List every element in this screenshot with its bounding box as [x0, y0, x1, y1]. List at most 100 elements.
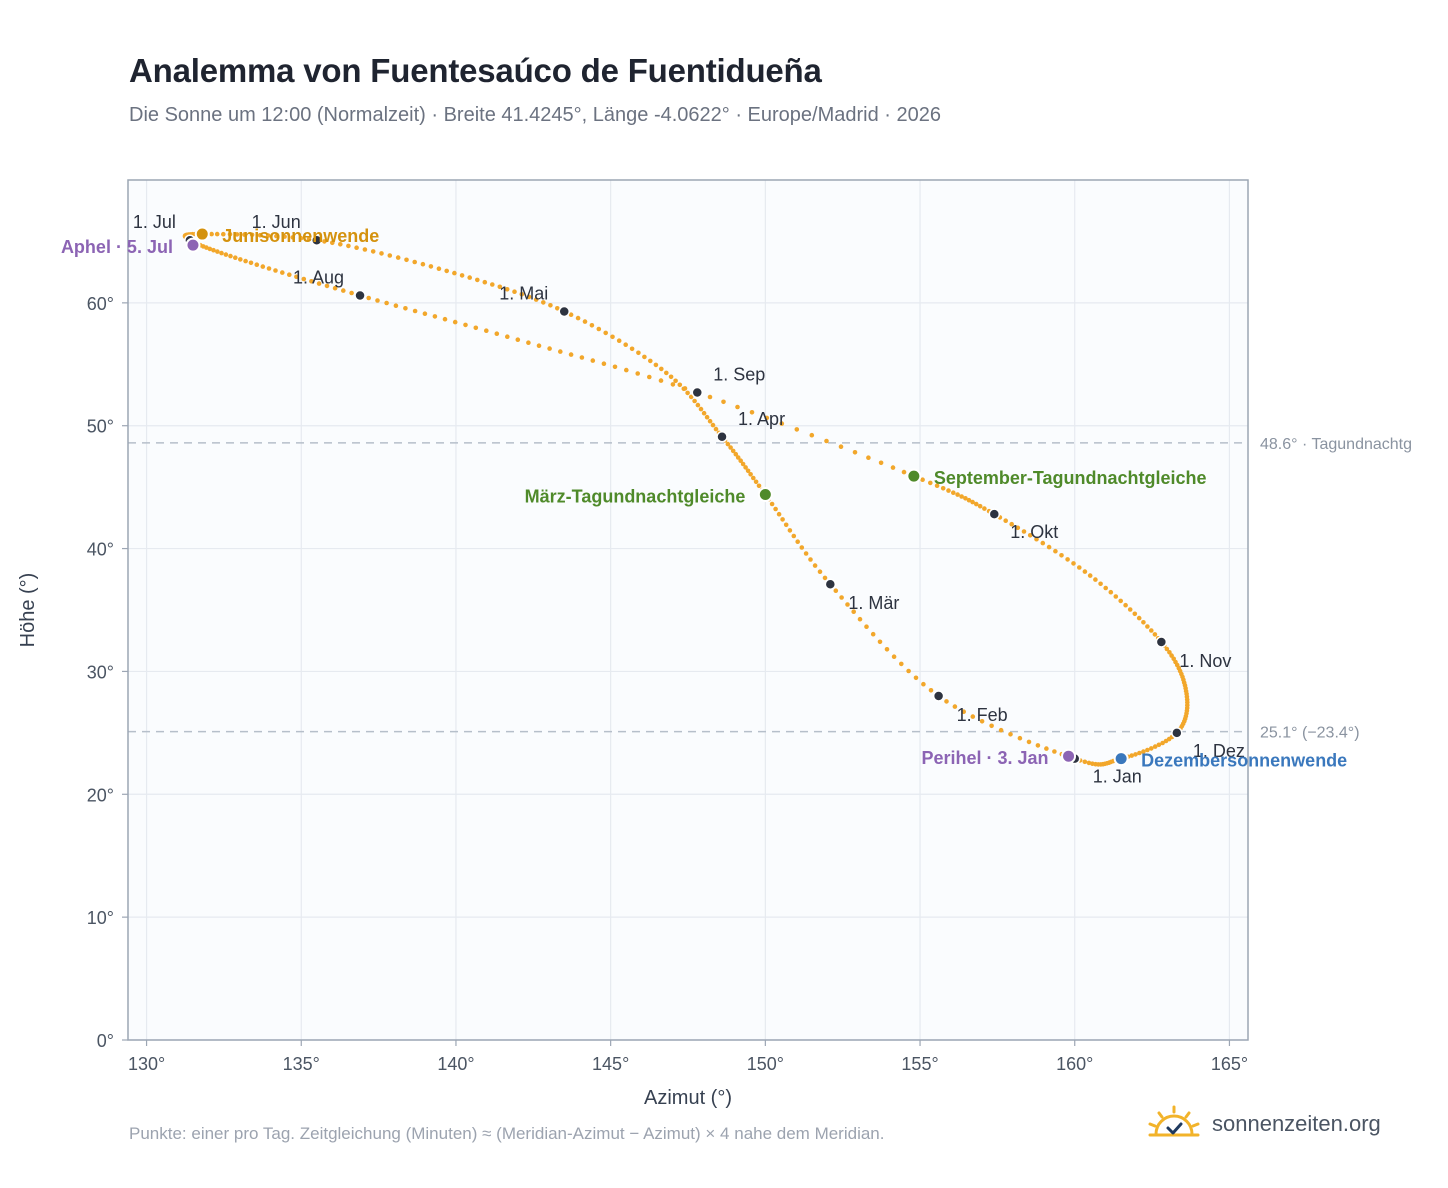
day-point: [648, 358, 653, 364]
day-point: [362, 247, 368, 252]
plot-background: [128, 180, 1248, 1040]
day-point: [475, 277, 480, 283]
event-label: Aphel · 5. Jul: [61, 237, 173, 257]
x-tick-label: 130°: [128, 1054, 165, 1074]
day-point: [884, 647, 890, 652]
day-point: [332, 285, 338, 291]
event-label: Junisonnenwende: [222, 226, 379, 246]
brand-name: sonnenzeiten.org: [1212, 1111, 1381, 1136]
day-point: [1141, 749, 1146, 754]
day-point: [1090, 761, 1095, 766]
day-point: [1098, 581, 1103, 587]
day-point: [1113, 594, 1119, 599]
day-point: [940, 486, 946, 491]
day-point: [568, 352, 574, 357]
day-point: [1141, 620, 1146, 625]
month-marker: [1155, 636, 1168, 648]
day-point: [959, 494, 964, 499]
day-point: [589, 323, 595, 328]
day-point: [920, 477, 925, 483]
day-point: [890, 465, 896, 470]
event-marker: [906, 468, 922, 484]
day-point: [966, 497, 972, 503]
day-point: [384, 300, 389, 306]
day-point: [707, 394, 713, 400]
day-point: [647, 374, 652, 380]
day-point: [590, 358, 596, 363]
day-point: [1152, 632, 1158, 637]
day-point: [393, 303, 399, 309]
day-point: [1026, 739, 1032, 745]
day-point: [207, 246, 213, 252]
day-point: [579, 355, 585, 360]
month-label: 1. Mär: [848, 593, 899, 613]
day-point: [852, 450, 858, 455]
brand[interactable]: sonnenzeiten.org: [1146, 1102, 1381, 1146]
day-point: [616, 338, 622, 344]
day-point: [653, 362, 659, 368]
day-point: [366, 295, 372, 301]
day-point: [504, 287, 510, 292]
day-point: [536, 343, 542, 349]
day-point: [346, 243, 351, 249]
day-point: [1093, 577, 1098, 582]
day-point: [1149, 746, 1154, 751]
month-label: 1. Okt: [1010, 522, 1058, 542]
event-marker: [185, 237, 201, 253]
day-point: [1082, 569, 1088, 574]
day-point: [1118, 598, 1123, 604]
day-point: [977, 503, 983, 509]
day-point: [803, 551, 809, 556]
day-point: [946, 488, 951, 493]
day-point: [412, 259, 418, 265]
month-marker: [558, 305, 570, 318]
event-label: Perihel · 3. Jan: [921, 748, 1048, 768]
day-point: [484, 328, 489, 334]
day-point: [1164, 646, 1170, 652]
day-point: [505, 334, 510, 340]
day-point: [1065, 557, 1070, 562]
y-tick-label: 60°: [87, 294, 114, 314]
day-point: [773, 506, 778, 512]
day-point: [748, 472, 753, 477]
day-point: [582, 319, 588, 324]
day-point: [432, 314, 438, 319]
day-point: [710, 422, 716, 428]
x-tick-label: 150°: [747, 1054, 784, 1074]
day-point: [707, 418, 713, 424]
day-point: [282, 234, 287, 239]
x-tick-label: 160°: [1056, 1054, 1093, 1074]
day-point: [952, 704, 958, 709]
day-point: [1009, 521, 1014, 527]
day-point: [688, 394, 694, 400]
day-point: [901, 469, 907, 475]
day-point: [951, 490, 956, 496]
day-point: [243, 258, 248, 264]
month-label: 1. Nov: [1179, 651, 1231, 671]
day-point: [764, 415, 770, 421]
event-marker: [194, 226, 210, 242]
day-point: [701, 410, 707, 416]
reference-line-label: 25.1° (−23.4°): [1260, 725, 1360, 742]
day-point: [610, 334, 615, 340]
day-point: [1136, 615, 1142, 621]
day-point: [463, 322, 468, 328]
chart-subtitle: Die Sonne um 12:00 (Normalzeit) · Breite…: [129, 104, 942, 126]
day-point: [1129, 753, 1134, 758]
day-point: [1145, 747, 1150, 753]
day-point: [266, 266, 272, 271]
day-point: [733, 451, 739, 457]
day-point: [1052, 749, 1057, 754]
day-point: [548, 303, 553, 308]
day-point: [961, 709, 966, 714]
day-point: [1008, 732, 1013, 737]
day-point: [704, 414, 710, 420]
day-point: [934, 483, 940, 489]
day-point: [428, 264, 434, 269]
day-point: [316, 281, 322, 286]
day-point: [211, 247, 216, 253]
day-point: [982, 506, 987, 511]
day-point: [515, 337, 521, 343]
day-point: [749, 410, 755, 415]
day-point: [668, 374, 674, 380]
